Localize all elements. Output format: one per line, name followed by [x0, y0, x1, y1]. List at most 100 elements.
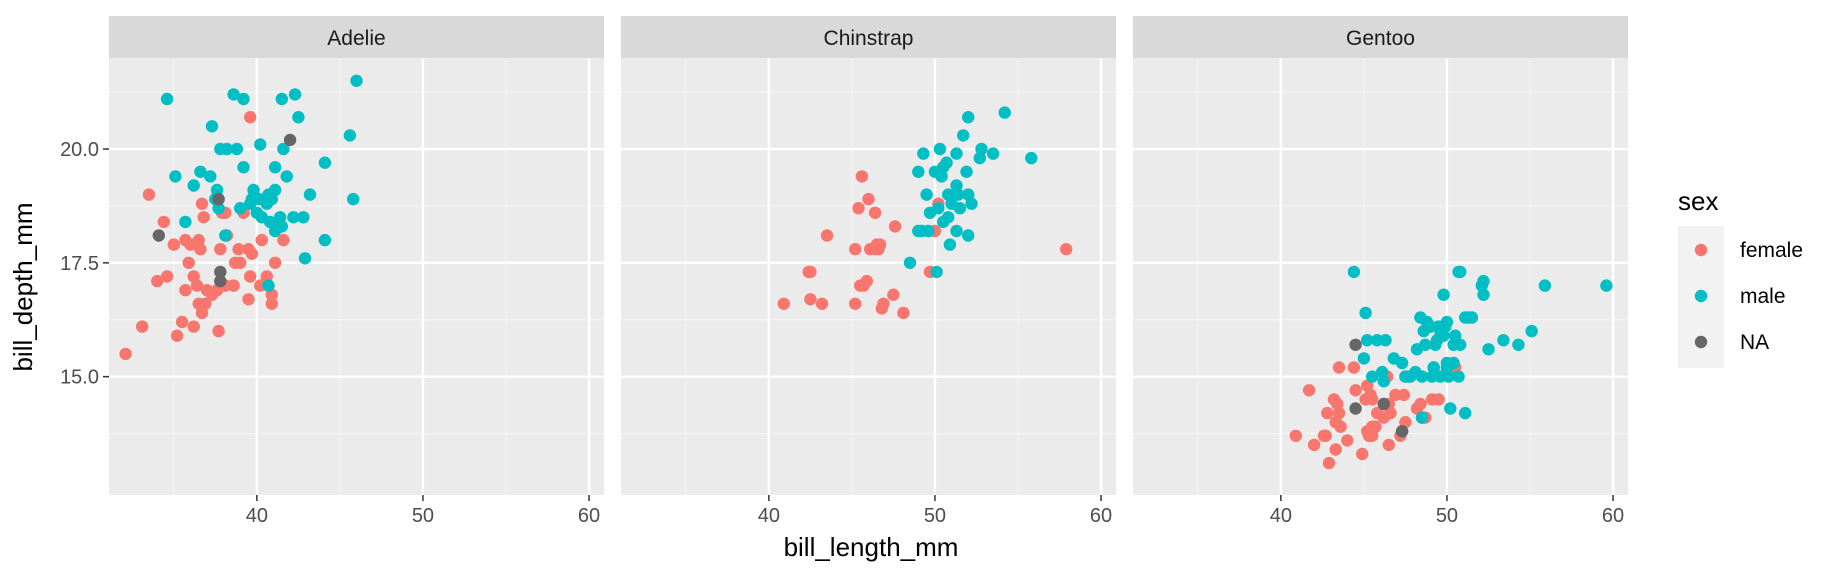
point-female: [119, 347, 132, 361]
point-male: [298, 252, 312, 265]
point-female: [888, 220, 902, 233]
point-female: [1366, 393, 1379, 406]
point-male: [953, 202, 967, 215]
point-female: [804, 265, 817, 279]
point-male: [962, 229, 975, 242]
facet-strip-label: Gentoo: [1346, 27, 1415, 50]
point-male: [250, 206, 263, 219]
point-female: [1369, 420, 1382, 433]
point-na: [1349, 402, 1362, 415]
point-female: [897, 306, 910, 320]
point-male: [350, 74, 363, 88]
point-female: [1307, 438, 1321, 452]
x-axis-ticks: 40 50 60 40 50 60 40 50 60: [246, 495, 1624, 527]
point-male: [1347, 265, 1361, 279]
point-female: [849, 297, 862, 310]
point-male: [1361, 334, 1374, 347]
point-male: [1366, 370, 1379, 383]
point-female: [1414, 397, 1427, 411]
point-female: [190, 279, 204, 292]
point-male: [1459, 406, 1472, 420]
point-na: [1395, 425, 1409, 438]
point-male: [952, 188, 965, 201]
point-female: [777, 297, 790, 310]
point-female: [160, 270, 174, 283]
point-na: [1377, 397, 1391, 411]
point-male: [160, 92, 174, 106]
x-tick-label: 50: [412, 505, 434, 527]
point-female: [232, 243, 245, 256]
point-female: [197, 211, 210, 224]
point-male: [277, 142, 290, 156]
facet-strip-label: Adelie: [327, 27, 385, 50]
point-male: [933, 142, 947, 156]
point-female: [255, 233, 268, 247]
point-male: [1395, 356, 1409, 370]
point-female: [227, 279, 240, 292]
point-male: [318, 156, 332, 169]
point-female: [815, 297, 829, 310]
point-na: [152, 229, 165, 242]
point-male: [227, 88, 240, 101]
legend-label: NA: [1740, 331, 1769, 354]
point-male: [1357, 352, 1371, 365]
point-female: [862, 192, 875, 206]
point-female: [245, 247, 259, 260]
point-female: [1382, 438, 1396, 452]
point-male: [280, 170, 293, 183]
point-na: [214, 265, 227, 279]
point-na: [283, 133, 297, 147]
point-na: [1349, 338, 1362, 351]
point-female: [277, 233, 290, 247]
point-female: [244, 270, 257, 283]
point-female: [1329, 443, 1342, 456]
point-male: [917, 147, 930, 160]
x-tick-label: 40: [758, 505, 780, 527]
point-male: [292, 111, 305, 124]
y-tick-label: 17.5: [60, 253, 99, 275]
point-male: [1477, 274, 1490, 288]
point-female: [1347, 361, 1361, 374]
point-female: [1432, 393, 1445, 406]
point-female: [868, 206, 882, 219]
point-na: [214, 274, 227, 288]
point-male: [962, 111, 975, 124]
point-female: [268, 256, 282, 269]
point-male: [343, 129, 357, 142]
point-female: [1341, 434, 1354, 447]
point-female: [265, 297, 278, 310]
panel-background: [109, 58, 604, 495]
point-male: [932, 202, 945, 215]
facet-strip: [1133, 16, 1628, 58]
point-male: [986, 147, 1000, 160]
point-male: [1359, 306, 1372, 320]
point-female: [212, 324, 225, 338]
point-male: [169, 170, 182, 183]
x-tick-label: 50: [1436, 505, 1458, 527]
point-male: [237, 92, 250, 106]
legend-key-male: [1694, 289, 1708, 303]
point-male: [943, 238, 957, 251]
point-male: [194, 165, 207, 178]
point-female: [1302, 384, 1316, 397]
point-male: [942, 211, 955, 224]
point-female: [855, 170, 869, 183]
point-male: [1377, 375, 1391, 388]
point-male: [1452, 370, 1465, 383]
facet-panels: Adelie Chinstrap Gentoo: [109, 16, 1628, 495]
point-male: [1447, 356, 1460, 370]
point-male: [1477, 288, 1490, 301]
point-male: [220, 142, 234, 156]
facet-panel-chinstrap: Chinstrap: [621, 16, 1116, 495]
point-male: [1437, 288, 1450, 301]
point-male: [1025, 151, 1038, 165]
point-male: [275, 92, 288, 106]
point-female: [175, 315, 189, 329]
point-female: [1321, 406, 1334, 420]
point-male: [187, 179, 200, 192]
x-tick-label: 40: [1270, 505, 1292, 527]
y-tick-label: 20.0: [60, 139, 99, 161]
point-female: [804, 293, 817, 306]
point-male: [1465, 311, 1479, 324]
